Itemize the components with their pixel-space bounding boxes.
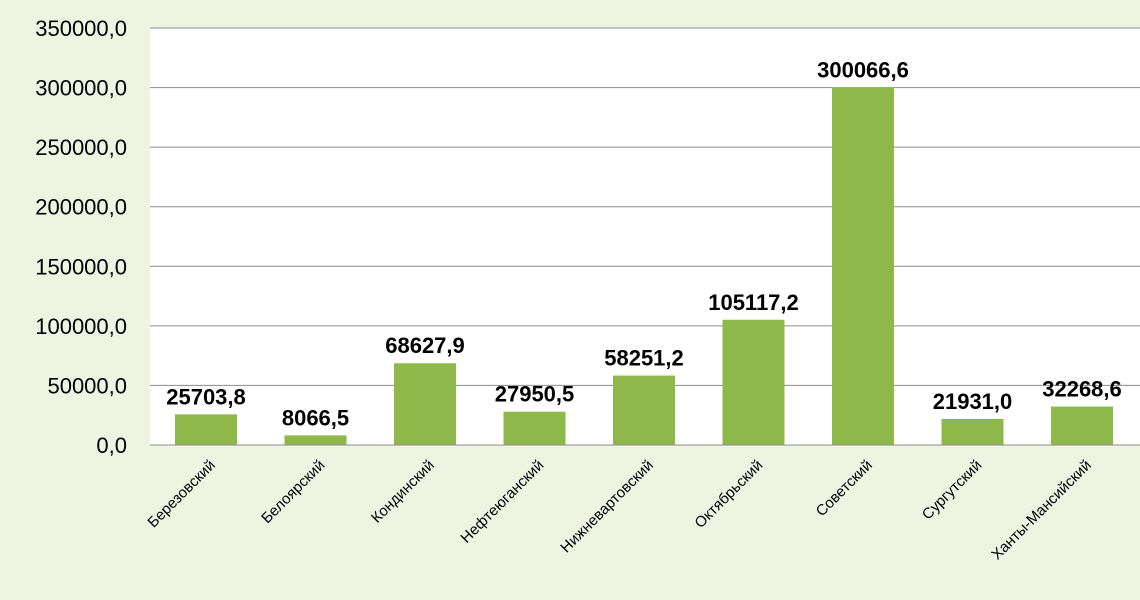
- bar: [613, 375, 675, 445]
- bar: [175, 414, 237, 445]
- data-label: 8066,5: [282, 405, 349, 430]
- y-tick-label: 50000,0: [47, 373, 127, 398]
- bar: [503, 411, 566, 445]
- x-tick-label: Березовский: [144, 457, 218, 531]
- bar: [1051, 406, 1113, 445]
- x-axis-ticks: Березовский Белоярский Кондинский Нефтеюган…: [144, 457, 1094, 564]
- x-tick-label: Советский: [813, 457, 876, 520]
- y-tick-label: 300000,0: [35, 76, 127, 101]
- bar: [284, 435, 347, 445]
- y-tick-label: 350000,0: [35, 16, 127, 41]
- data-label: 300066,6: [817, 57, 909, 82]
- x-tick-label: Октябрьский: [691, 457, 766, 532]
- y-tick-label: 200000,0: [35, 195, 127, 220]
- bar: [722, 319, 785, 445]
- bars: [175, 87, 1113, 446]
- x-tick-label: Нефтеюганский: [457, 457, 547, 547]
- bar: [941, 418, 1004, 445]
- data-label: 25703,8: [166, 384, 246, 409]
- y-tick-label: 150000,0: [35, 254, 127, 279]
- x-tick-label: Сургутский: [919, 457, 985, 523]
- data-label: 58251,2: [604, 346, 684, 371]
- data-label: 21931,0: [933, 389, 1013, 414]
- plot-area: [150, 28, 1140, 445]
- y-tick-label: 0,0: [96, 433, 127, 458]
- gridlines: [150, 27, 1140, 386]
- x-tick-label: Нижневартовский: [557, 457, 656, 556]
- data-label: 32268,6: [1042, 377, 1122, 402]
- x-tick-label: Белоярский: [258, 457, 328, 527]
- data-label: 27950,5: [495, 382, 575, 407]
- bar: [832, 87, 894, 446]
- bar: [394, 363, 456, 445]
- data-labels: 25703,8 8066,5 68627,9 27950,5 58251,2 105117…: [166, 57, 1122, 430]
- x-tick-label: Ханты-Мансийский: [988, 457, 1095, 564]
- x-tick-label: Кондинский: [368, 457, 438, 527]
- y-tick-label: 250000,0: [35, 135, 127, 160]
- data-label: 68627,9: [385, 333, 465, 358]
- data-label: 105117,2: [708, 290, 799, 315]
- y-axis-ticks: 0,0 50000,0 100000,0 150000,0 200000,0 250000…: [35, 16, 127, 458]
- y-tick-label: 100000,0: [35, 314, 127, 339]
